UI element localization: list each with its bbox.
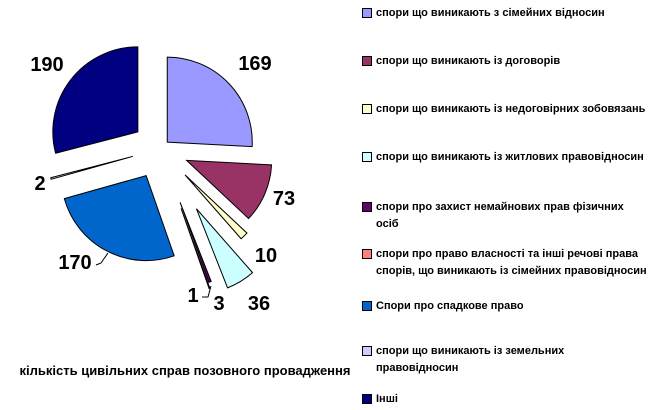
value-label: 3 <box>213 293 225 315</box>
legend-swatch <box>362 394 372 404</box>
legend-label: Інші <box>376 393 398 405</box>
legend-swatch <box>362 152 372 162</box>
legend-label: спори що виникають із житлових правовідн… <box>376 151 644 163</box>
legend-swatch <box>362 249 372 259</box>
value-label: 2 <box>34 173 46 195</box>
legend-swatch <box>362 346 372 356</box>
legend-item: спори що виникають з сімейних відносин <box>362 5 648 22</box>
value-label: 10 <box>254 245 278 267</box>
legend-item: Спори про спадкове право <box>362 298 648 315</box>
legend-item: спори що виникають із земельних правовід… <box>362 343 648 377</box>
legend-item: спори що виникають із договорів <box>362 53 648 70</box>
legend-item: спори що виникають із житлових правовідн… <box>362 149 648 166</box>
legend-label: спори про захист немайнових прав фізични… <box>376 201 624 230</box>
pie-slice <box>184 174 248 240</box>
legend-item: спори що виникають із недоговірних зобов… <box>362 101 648 118</box>
legend-item: спори про право власності та інші речові… <box>362 246 648 280</box>
legend-swatch <box>362 8 372 18</box>
legend-item: спори про захист немайнових прав фізични… <box>362 199 648 233</box>
legend-swatch <box>362 301 372 311</box>
legend-label: спори що виникають з сімейних відносин <box>376 7 605 19</box>
pie-slice <box>166 56 253 148</box>
chart-caption: кількість цивільних справ позовного пров… <box>19 363 351 378</box>
legend-label: спори про право власності та інші речові… <box>376 248 647 277</box>
legend-swatch <box>362 202 372 212</box>
legend-label: спори що виникають із договорів <box>376 55 561 67</box>
leader-line-170 <box>95 252 109 266</box>
pie-slice <box>185 159 273 220</box>
legend-label: спори що виникають із недоговірних зобов… <box>376 103 646 115</box>
pie-slice <box>63 174 175 262</box>
leader-line-1 <box>202 285 212 298</box>
legend-swatch <box>362 104 372 114</box>
pie-slice <box>52 46 139 154</box>
value-label: 1 <box>187 285 199 307</box>
pie-slice <box>50 155 134 180</box>
value-label: 169 <box>238 53 272 75</box>
legend-label: Спори про спадкове право <box>376 300 524 312</box>
legend-label: спори що виникають із земельних правовід… <box>376 345 565 374</box>
legend-item: Інші <box>362 391 648 408</box>
legend: спори що виникають з сімейних відносин с… <box>362 0 650 410</box>
value-label: 170 <box>58 252 92 274</box>
value-label: 36 <box>247 293 271 315</box>
pie-slice <box>179 202 212 283</box>
value-label: 190 <box>30 54 64 76</box>
pie-slice <box>195 208 254 289</box>
value-label: 73 <box>272 188 296 210</box>
legend-swatch <box>362 56 372 66</box>
